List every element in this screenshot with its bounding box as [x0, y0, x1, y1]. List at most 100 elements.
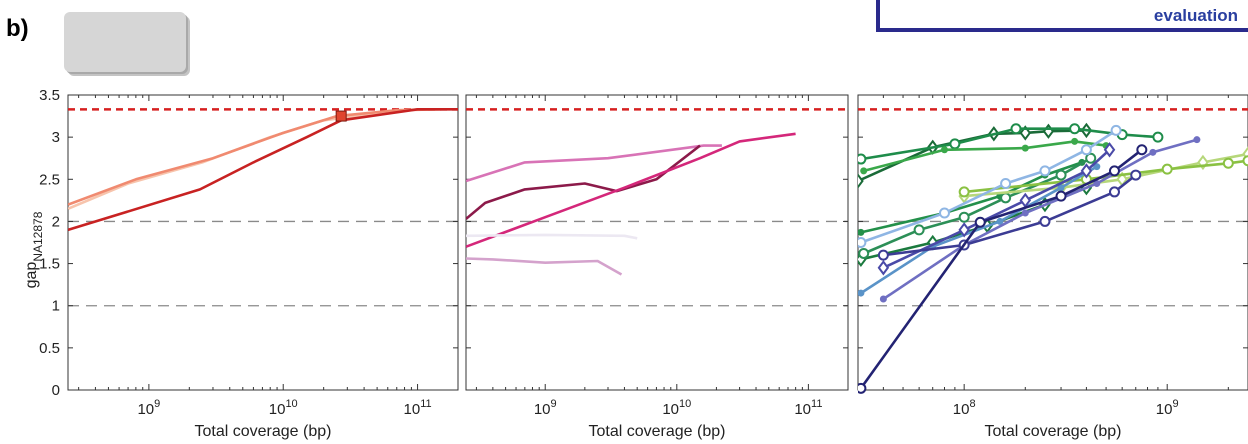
data-point: [1108, 165, 1120, 177]
chart-panel-3: 108 109 Total coverage (bp): [857, 94, 1248, 440]
data-point: [958, 211, 970, 223]
series-line: [466, 233, 638, 240]
chart-panel-2: 109 1010 1011 Total coverage (bp): [465, 94, 849, 440]
data-point: [1057, 184, 1065, 192]
series-line: [466, 144, 722, 183]
chart-panels: 109 1010 1011 Total coverage (bp) 0 0.5 1 1.5 2 2…: [39, 87, 1248, 440]
x-axis-label: Total coverage (bp): [985, 423, 1122, 440]
series-group: [68, 108, 458, 232]
y-axis-title: gapNA12878: [23, 211, 45, 288]
data-point: [913, 224, 925, 236]
data-point: [958, 222, 970, 238]
data-point: [1039, 165, 1051, 177]
x-tick-label: 109: [534, 398, 557, 418]
data-point: [1000, 178, 1012, 189]
plot-frame: [857, 94, 1248, 391]
series-line: [858, 129, 1087, 183]
data-point: [1152, 131, 1164, 143]
series-group: [466, 132, 796, 276]
data-point: [858, 173, 864, 189]
x-axis-label: Total coverage (bp): [589, 423, 726, 440]
plot-frame: [67, 94, 459, 391]
data-point: [1085, 152, 1097, 164]
y-tick-label: 3.5: [39, 87, 60, 104]
x-tick-label: 108: [953, 398, 976, 418]
data-point: [938, 207, 950, 219]
data-point: [1242, 155, 1248, 167]
series-line: [68, 108, 458, 232]
data-point: [1136, 144, 1148, 156]
evaluation-badge: evaluation: [876, 0, 1248, 32]
x-tick-label: 1011: [794, 398, 822, 418]
badge-text: evaluation: [1153, 6, 1238, 25]
data-point: [1010, 123, 1022, 135]
data-point: [1042, 123, 1055, 139]
data-point: [940, 146, 948, 154]
data-point: [1080, 163, 1093, 179]
data-point: [1069, 123, 1081, 135]
data-point: [1108, 186, 1120, 198]
data-point: [1055, 190, 1067, 202]
data-point: [1080, 144, 1092, 156]
series-line: [466, 132, 796, 248]
data-point: [1093, 163, 1101, 171]
data-point: [877, 260, 890, 276]
x-tick-label: 109: [137, 398, 160, 418]
y-tick-label: 0: [52, 382, 60, 399]
y-tick-label: 0.5: [39, 340, 60, 357]
y-tick-label: 1: [52, 298, 60, 315]
y-tick-label: 1.5: [39, 256, 60, 273]
y-tick-label: 2: [52, 213, 60, 230]
series-group: [858, 122, 1248, 394]
panel-label: b): [6, 15, 29, 42]
x-tick-label: 1010: [662, 398, 691, 418]
data-point: [949, 138, 961, 150]
data-point: [860, 167, 868, 175]
data-point: [1039, 215, 1051, 227]
series-line: [68, 108, 442, 206]
y-tick-label: 3: [52, 129, 60, 146]
y-axis-subscript: NA12878: [31, 211, 45, 261]
data-point: [1193, 136, 1201, 144]
series-line: [68, 108, 418, 210]
data-point: [858, 247, 870, 259]
data-point: [974, 216, 986, 228]
series-line: [466, 144, 701, 220]
data-point: [858, 289, 865, 297]
x-tick-label: 1011: [404, 398, 432, 418]
data-point: [1021, 144, 1029, 152]
data-point: [1000, 192, 1012, 204]
data-point: [858, 237, 867, 248]
data-point: [996, 217, 1004, 225]
data-point: [1055, 169, 1067, 181]
data-point: [1222, 157, 1234, 169]
data-point: [1103, 142, 1116, 158]
svg-text:gapNA12878: gapNA12878: [23, 211, 45, 288]
legend-thumbnail: [64, 12, 186, 72]
data-point: [1161, 163, 1173, 175]
highlight-marker: [335, 110, 347, 122]
chart-panel-1: 109 1010 1011 Total coverage (bp) 0 0.5 1 1.5 2 2…: [39, 87, 459, 440]
series-line: [860, 127, 1158, 161]
data-point: [858, 382, 867, 394]
series-line: [860, 129, 1117, 244]
x-tick-label: 109: [1156, 398, 1179, 418]
data-point: [1110, 124, 1122, 136]
series-line: [863, 157, 1092, 255]
data-point: [1093, 180, 1101, 187]
series-line: [466, 257, 623, 276]
y-axis-label: gap: [23, 262, 40, 289]
data-point: [1021, 209, 1029, 217]
data-point: [877, 249, 889, 261]
data-point: [958, 186, 970, 198]
data-point: [1149, 148, 1157, 156]
data-point: [1130, 169, 1142, 181]
x-axis-label: Total coverage (bp): [195, 423, 332, 440]
data-point: [1071, 137, 1079, 145]
x-tick-label: 1010: [269, 398, 298, 418]
data-point: [858, 228, 865, 236]
data-point: [879, 295, 887, 303]
plot-frame: [465, 94, 849, 391]
y-tick-label: 2.5: [39, 171, 60, 188]
